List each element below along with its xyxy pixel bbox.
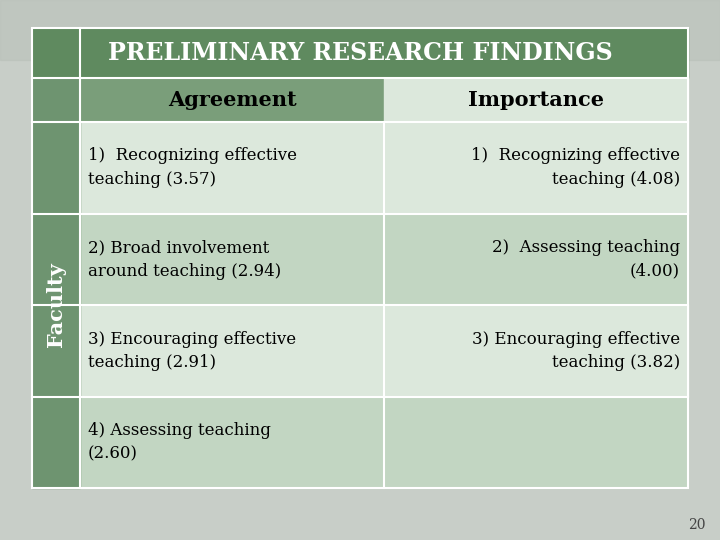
Text: 3) Encouraging effective
teaching (2.91): 3) Encouraging effective teaching (2.91) [88, 330, 296, 371]
Bar [32, 78, 80, 122]
Bar [32, 28, 688, 78]
Bar [384, 305, 688, 396]
Bar [32, 122, 80, 488]
Text: 3) Encouraging effective
teaching (3.82): 3) Encouraging effective teaching (3.82) [472, 330, 680, 371]
Bar [80, 213, 384, 305]
Bar [80, 78, 384, 122]
Text: PRELIMINARY RESEARCH FINDINGS: PRELIMINARY RESEARCH FINDINGS [108, 41, 612, 65]
Bar [384, 396, 688, 488]
Text: Agreement: Agreement [168, 90, 297, 110]
Text: 20: 20 [688, 518, 706, 532]
Text: 1)  Recognizing effective
teaching (3.57): 1) Recognizing effective teaching (3.57) [88, 147, 297, 188]
Text: 2)  Assessing teaching
(4.00): 2) Assessing teaching (4.00) [492, 239, 680, 280]
Bar [384, 78, 688, 122]
Bar [384, 122, 688, 213]
Text: Faculty: Faculty [46, 262, 66, 347]
Bar [80, 396, 384, 488]
Text: Importance: Importance [468, 90, 604, 110]
Bar [80, 122, 384, 213]
Bar [32, 28, 688, 488]
Text: 1)  Recognizing effective
teaching (4.08): 1) Recognizing effective teaching (4.08) [471, 147, 680, 188]
Text: 2) Broad involvement
around teaching (2.94): 2) Broad involvement around teaching (2.… [88, 239, 282, 280]
Bar [80, 305, 384, 396]
Bar [0, 0, 720, 60]
Bar [384, 213, 688, 305]
Text: 4) Assessing teaching
(2.60): 4) Assessing teaching (2.60) [88, 422, 271, 462]
